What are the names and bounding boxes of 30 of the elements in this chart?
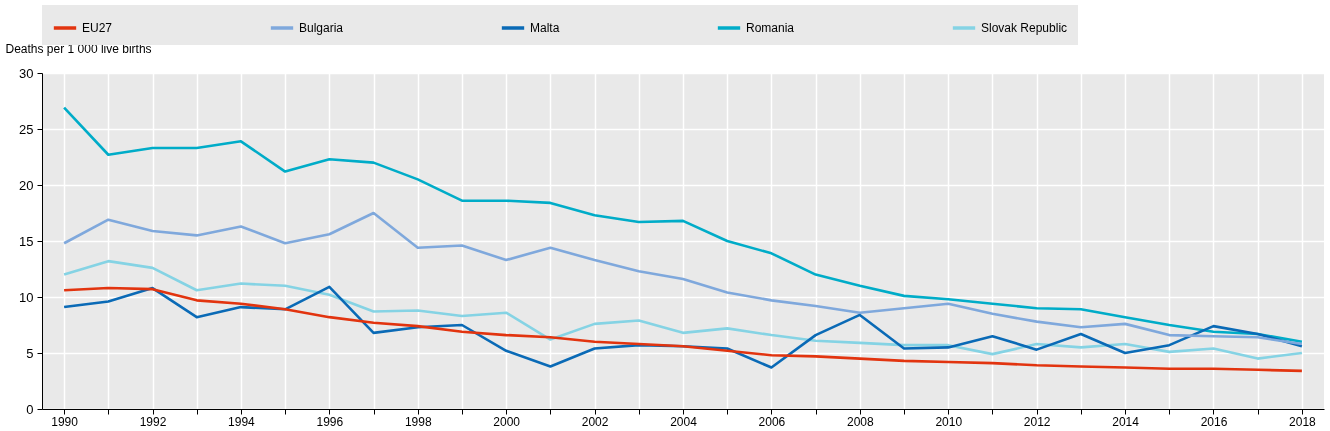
x-tick-label: 1998	[404, 414, 432, 429]
y-tick-label: 30	[19, 65, 34, 81]
line-series	[62, 259, 1304, 360]
line-series	[62, 211, 1304, 346]
x-tick-label: 2006	[758, 414, 786, 429]
y-tick-label: 5	[26, 345, 34, 361]
y-tick-label: 10	[19, 289, 34, 305]
x-tick-label: 2004	[670, 414, 698, 429]
y-tick-label: 25	[19, 121, 34, 137]
x-tick-label: 1992	[139, 414, 167, 429]
legend-label: Romania	[746, 21, 795, 35]
legend-label: EU27	[82, 21, 113, 35]
legend-label: Bulgaria	[299, 21, 344, 35]
x-tick-label: 1994	[228, 414, 256, 429]
x-tick-label: 2008	[846, 414, 874, 429]
x-tick-label: 2002	[581, 414, 609, 429]
line-series	[62, 106, 1304, 344]
y-tick-label: 20	[19, 177, 34, 193]
y-tick-label: 0	[26, 401, 34, 417]
y-tick-label: 15	[19, 233, 34, 249]
x-tick-label: 1996	[316, 414, 344, 429]
x-tick-label: 2000	[493, 414, 521, 429]
x-tick-label: 2016	[1200, 414, 1228, 429]
x-tick-label: 2012	[1023, 414, 1051, 429]
x-tick-label: 2018	[1289, 414, 1317, 429]
legend-label: Malta	[530, 21, 560, 35]
x-tick-label: 2010	[935, 414, 963, 429]
x-tick-label: 1990	[51, 414, 79, 429]
legend-label: Slovak Republic	[981, 21, 1068, 35]
x-tick-label: 2014	[1112, 414, 1140, 429]
